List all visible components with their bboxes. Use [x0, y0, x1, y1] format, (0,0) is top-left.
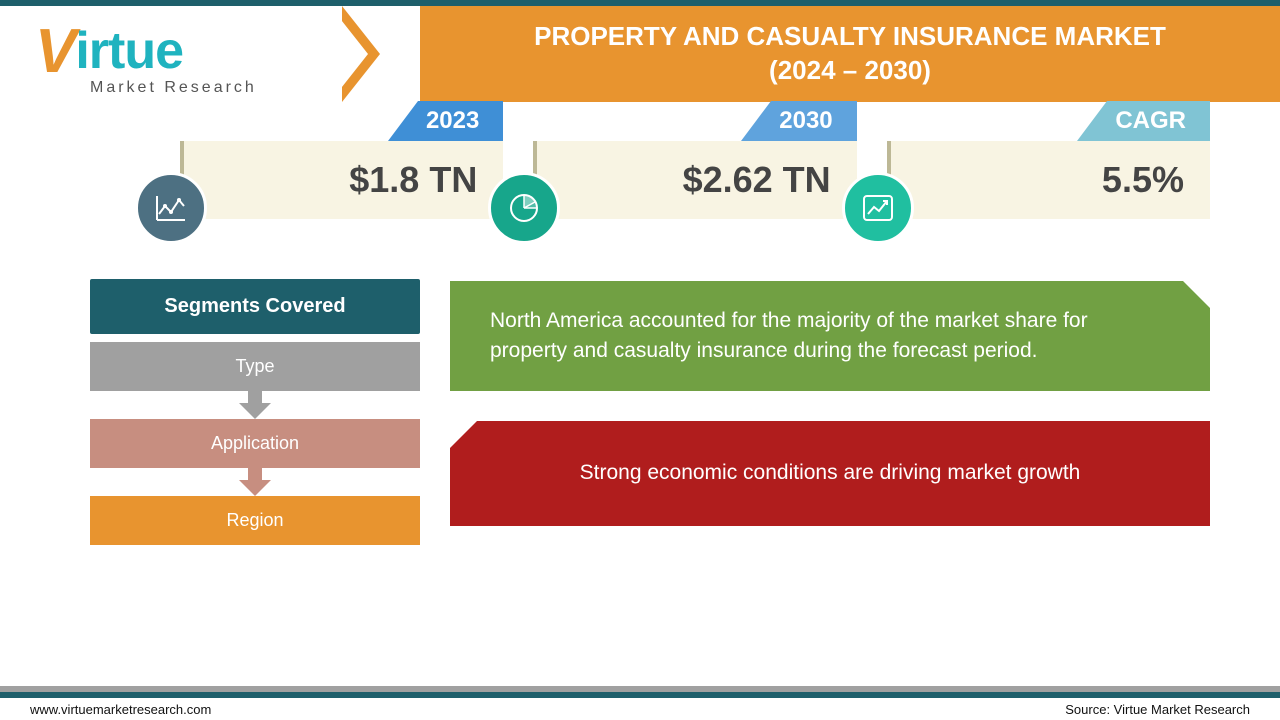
- logo: Virtue Market Research: [0, 6, 360, 97]
- segment-region: Region: [90, 496, 420, 545]
- callout-red: Strong economic conditions are driving m…: [450, 421, 1210, 526]
- logo-v: V: [35, 17, 75, 86]
- lower-section: Segments Covered Type Application Region…: [0, 229, 1280, 545]
- title-line2: (2024 – 2030): [440, 54, 1260, 88]
- tab-label: 2023: [418, 101, 503, 141]
- segments-heading: Segments Covered: [90, 279, 420, 334]
- segment-label: Type: [235, 356, 274, 376]
- segments-panel: Segments Covered Type Application Region: [90, 279, 420, 545]
- stat-card-2023: 2023 $1.8 TN: [180, 141, 503, 219]
- callouts-panel: North America accounted for the majority…: [450, 279, 1210, 545]
- segment-label: Application: [211, 433, 299, 453]
- callout-text: North America accounted for the majority…: [490, 306, 1170, 367]
- tab-label: CAGR: [1107, 101, 1210, 141]
- title-banner: PROPERTY AND CASUALTY INSURANCE MARKET (…: [420, 6, 1280, 102]
- footer-stripe-teal: [0, 692, 1280, 698]
- pie-icon: [488, 172, 560, 244]
- callout-green: North America accounted for the majority…: [450, 281, 1210, 391]
- footer-url: www.virtuemarketresearch.com: [30, 702, 211, 717]
- header: Virtue Market Research PROPERTY AND CASU…: [0, 6, 1280, 101]
- growth-icon: [842, 172, 914, 244]
- title-line1: PROPERTY AND CASUALTY INSURANCE MARKET: [440, 20, 1260, 54]
- logo-name: irtue: [75, 22, 183, 80]
- stat-value: 5.5%: [887, 141, 1210, 219]
- footer-source: Source: Virtue Market Research: [1065, 702, 1250, 717]
- tab-label: 2030: [771, 101, 856, 141]
- stat-value: $2.62 TN: [533, 141, 856, 219]
- callout-text: Strong economic conditions are driving m…: [580, 458, 1081, 488]
- logo-subtitle: Market Research: [90, 79, 360, 97]
- stat-value: $1.8 TN: [180, 141, 503, 219]
- stat-cards-row: 2023 $1.8 TN 2030 $2.62 TN CAGR 5.5%: [0, 101, 1280, 229]
- footer: www.virtuemarketresearch.com Source: Vir…: [0, 699, 1280, 720]
- segment-type: Type: [90, 342, 420, 391]
- segment-application: Application: [90, 419, 420, 468]
- line-chart-icon: [135, 172, 207, 244]
- stat-card-cagr: CAGR 5.5%: [887, 141, 1210, 219]
- segment-label: Region: [226, 510, 283, 530]
- stat-card-2030: 2030 $2.62 TN: [533, 141, 856, 219]
